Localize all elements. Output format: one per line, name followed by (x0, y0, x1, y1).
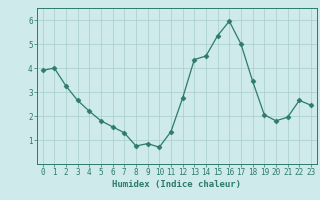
X-axis label: Humidex (Indice chaleur): Humidex (Indice chaleur) (112, 180, 241, 189)
